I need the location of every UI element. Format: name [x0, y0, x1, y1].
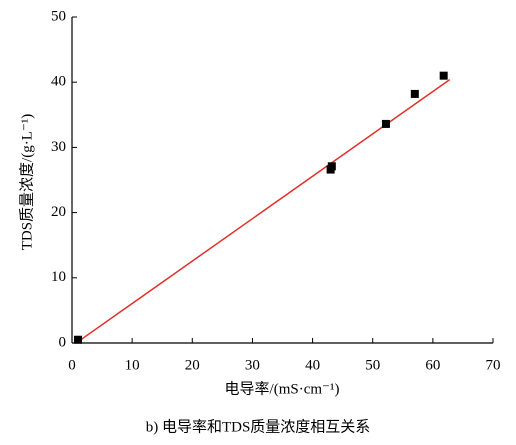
data-point — [439, 71, 448, 80]
y-tick-label: 20 — [51, 204, 66, 220]
y-tick-label: 10 — [51, 269, 66, 285]
data-point — [381, 119, 390, 128]
caption: b) 电导率和TDS质量浓度相互关系 — [146, 418, 371, 435]
y-tick-label: 40 — [51, 74, 66, 90]
fit-line — [77, 78, 451, 343]
x-tick-label: 20 — [185, 357, 200, 373]
y-axis-label: TDS质量浓度/(g·L⁻¹) — [18, 114, 35, 251]
x-tick-label: 40 — [305, 357, 320, 373]
x-tick-label: 60 — [425, 357, 440, 373]
data-point — [410, 89, 419, 98]
x-tick-label: 0 — [68, 357, 76, 373]
x-tick-label: 30 — [245, 357, 260, 373]
data-point — [74, 335, 83, 344]
x-tick-label: 10 — [125, 357, 140, 373]
x-tick-label: 50 — [365, 357, 380, 373]
data-point — [327, 162, 336, 171]
y-tick-label: 0 — [59, 334, 67, 350]
x-tick-label: 70 — [486, 357, 501, 373]
y-tick-label: 30 — [51, 139, 66, 155]
x-axis-label: 电导率/(mS·cm⁻¹) — [225, 380, 340, 397]
y-tick-label: 50 — [51, 8, 66, 24]
